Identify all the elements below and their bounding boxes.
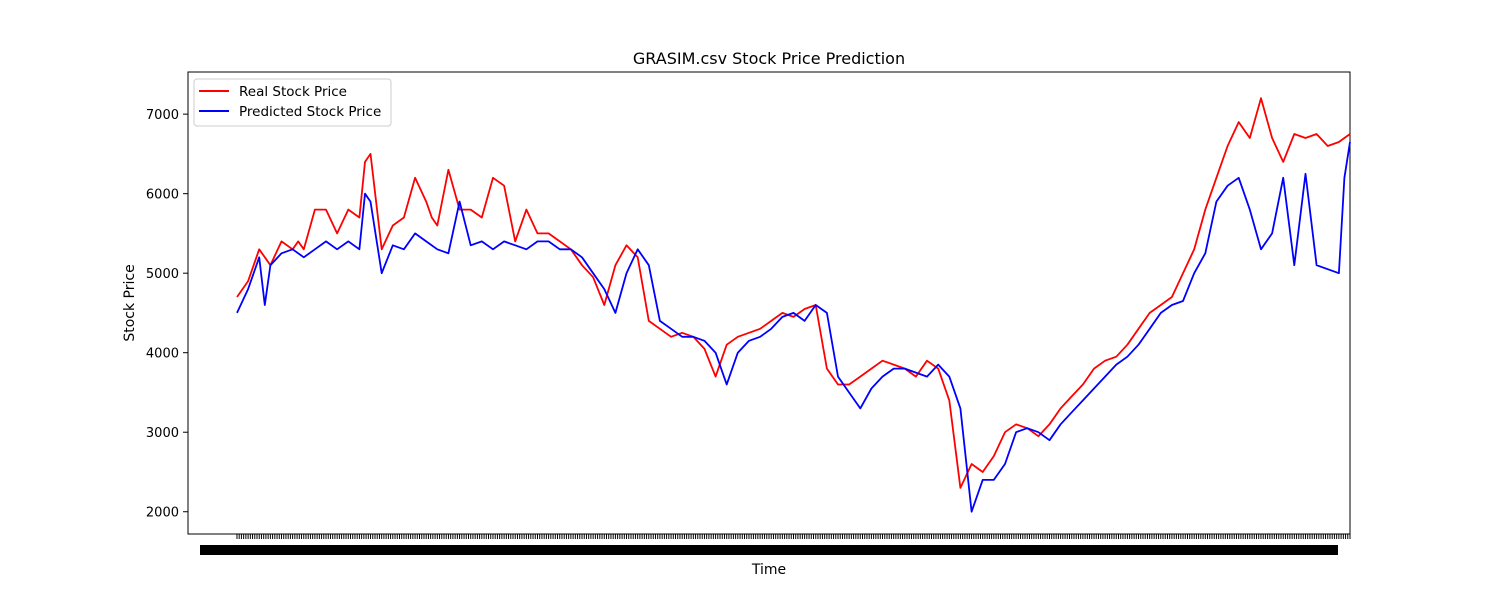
x-axis-label: Time	[751, 562, 786, 578]
y-tick-label: 4000	[146, 347, 179, 362]
x-axis-ticks	[200, 534, 1351, 555]
y-tick-label: 2000	[146, 506, 179, 521]
y-tick-label: 3000	[146, 426, 179, 441]
chart-title: GRASIM.csv Stock Price Prediction	[633, 49, 905, 68]
series-layer	[236, 97, 1351, 513]
y-tick-label: 6000	[146, 188, 179, 203]
plot-area	[187, 71, 1351, 535]
series-line-predicted	[236, 141, 1351, 513]
y-tick-label: 7000	[146, 108, 179, 123]
y-axis-label: Stock Price	[122, 264, 138, 341]
legend-box	[193, 78, 392, 127]
legend-label-predicted: Predicted Stock Price	[239, 104, 381, 120]
legend-label-real: Real Stock Price	[239, 84, 347, 100]
y-axis: 2000 3000 4000 5000 6000 7000	[146, 108, 188, 521]
series-line-real	[236, 97, 1351, 489]
y-tick-label: 5000	[146, 267, 179, 282]
legend: Real Stock Price Predicted Stock Price	[193, 78, 392, 127]
x-tick-labels-overlap	[200, 545, 1338, 555]
